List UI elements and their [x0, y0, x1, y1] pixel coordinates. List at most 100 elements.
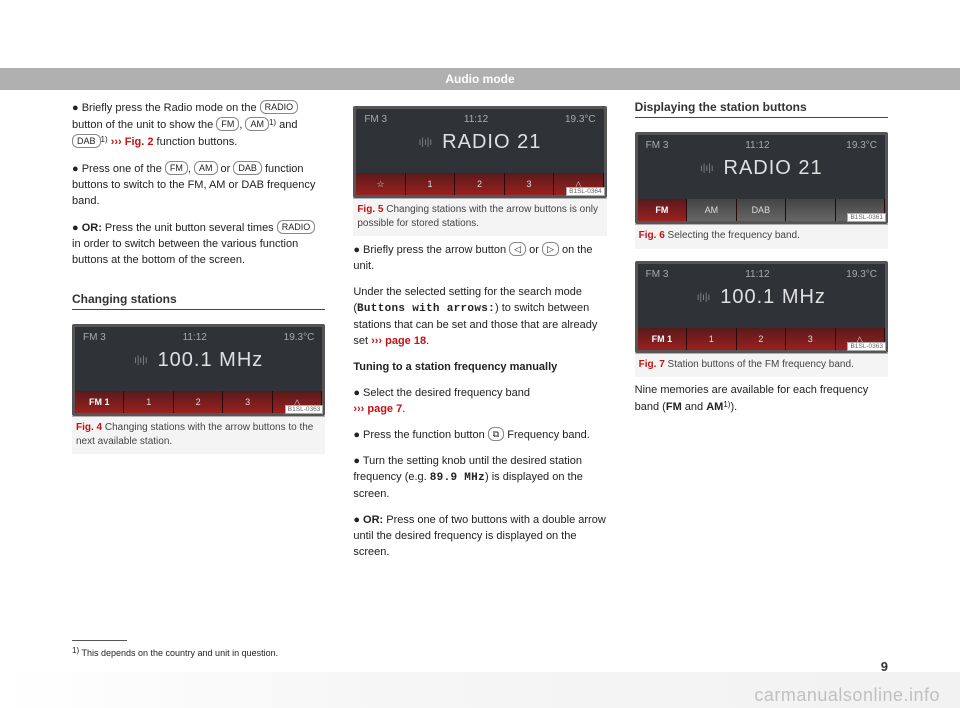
footnote-sup: 1) — [72, 646, 79, 655]
band-label: FM 3 — [646, 269, 669, 280]
link: ››› page 7 — [353, 403, 402, 415]
text: Press the function button — [363, 429, 488, 441]
text: and — [276, 119, 297, 131]
radio-btn: 2 — [737, 328, 786, 350]
section-title-displaying-buttons: Displaying the station buttons — [635, 100, 888, 118]
radio-btn — [786, 199, 835, 221]
para: OR: Press the unit button several times … — [72, 220, 325, 269]
text: Select the desired frequency band — [363, 387, 530, 399]
radio-btn: 1 — [687, 328, 736, 350]
radio-screen: FM 3 11:12 19.3°C ı|ı|ıRADIO 21 FM AM DA… — [635, 132, 888, 224]
fm-pill: FM — [216, 117, 239, 131]
column-2: FM 3 11:12 19.3°C ı|ı|ıRADIO 21 ☆ 1 2 3 … — [353, 100, 606, 658]
radio-btn: ☆ — [356, 173, 405, 195]
band-label: FM 3 — [83, 332, 106, 343]
text: Press one of the — [82, 163, 165, 175]
heading: Tuning to a station frequency manually — [353, 360, 606, 376]
signal-icon: ı|ı|ı — [134, 355, 148, 366]
signal-icon: ı|ı|ı — [697, 292, 711, 303]
radio-btn: 2 — [455, 173, 504, 195]
fig-caption-area: B1SL-0364 Fig. 5 Changing stations with … — [353, 198, 606, 236]
radio-btn: 1 — [406, 173, 455, 195]
radio-screen: FM 3 11:12 19.3°C ı|ı|ı100.1 MHz FM 1 1 … — [72, 324, 325, 416]
para: Briefly press the Radio mode on the RADI… — [72, 100, 325, 151]
radio-btn: DAB — [737, 199, 786, 221]
para: Press the function button ⧉ Frequency ba… — [353, 427, 606, 444]
freq: 100.1 MHz — [158, 349, 264, 372]
radio-main: ı|ı|ı RADIO 21 — [356, 131, 603, 154]
fig-caption-text: Station buttons of the FM frequency band… — [665, 359, 854, 370]
fig-caption-text: Changing stations with the arrow buttons… — [76, 422, 313, 447]
section-title-changing-stations: Changing stations — [72, 292, 325, 310]
dab-pill: DAB — [72, 134, 101, 148]
figure-6: FM 3 11:12 19.3°C ı|ı|ıRADIO 21 FM AM DA… — [635, 132, 888, 249]
radio-pill: RADIO — [260, 100, 299, 114]
clock: 11:12 — [745, 269, 769, 280]
fig-caption-text: Selecting the frequency band. — [665, 230, 800, 241]
fig-label: Fig. 5 — [357, 204, 383, 215]
clock: 11:12 — [464, 114, 488, 125]
text: FM — [666, 401, 682, 413]
link: ››› page 18 — [371, 335, 426, 347]
para: Under the selected setting for the searc… — [353, 285, 606, 350]
footnote: 1) This depends on the country and unit … — [72, 646, 325, 658]
footnote-text: This depends on the country and unit in … — [81, 648, 278, 658]
fig-caption: Fig. 5 Changing stations with the arrow … — [353, 199, 606, 236]
mono: 89.9 MHz — [430, 472, 485, 484]
radio-btn: FM 1 — [75, 391, 124, 413]
text: . — [402, 403, 405, 415]
text: or — [526, 244, 542, 256]
fig-code: B1SL-0364 — [566, 187, 605, 196]
temperature: 19.3°C — [284, 332, 315, 343]
text: and — [682, 401, 706, 413]
text: Frequency band. — [504, 429, 590, 441]
signal-icon: ı|ı|ı — [419, 137, 433, 148]
footnote-divider — [72, 640, 127, 641]
page-header: Audio mode — [0, 68, 960, 90]
signal-icon: ı|ı|ı — [700, 163, 714, 174]
fm-pill: FM — [165, 161, 188, 175]
para: Select the desired frequency band ››› pa… — [353, 386, 606, 418]
radio-btn: 1 — [124, 391, 173, 413]
para: OR: Press one of two buttons with a doub… — [353, 513, 606, 561]
fig-caption-area: B1SL-0363 Fig. 4 Changing stations with … — [72, 416, 325, 454]
radio-status-bar: FM 3 11:12 19.3°C — [75, 327, 322, 343]
radio-main: ı|ı|ı 100.1 MHz — [638, 286, 885, 309]
para: Briefly press the arrow button ◁ or ▷ on… — [353, 242, 606, 275]
fig-code: B1SL-0363 — [847, 342, 886, 351]
fig-caption-text: Changing stations with the arrow buttons… — [357, 204, 598, 229]
text: AM — [706, 401, 723, 413]
fig-label: Fig. 6 — [639, 230, 665, 241]
content-columns: Briefly press the Radio mode on the RADI… — [72, 100, 888, 658]
temperature: 19.3°C — [846, 140, 877, 151]
radio-btn: 3 — [786, 328, 835, 350]
para: Press one of the FM, AM or DAB function … — [72, 161, 325, 210]
fig-caption: Fig. 7 Station buttons of the FM frequen… — [635, 354, 888, 378]
station: RADIO 21 — [724, 157, 823, 180]
para: Turn the setting knob until the desired … — [353, 454, 606, 503]
am-pill: AM — [194, 161, 218, 175]
radio-screen: FM 3 11:12 19.3°C ı|ı|ıRADIO 21 ☆ 1 2 3 … — [353, 106, 606, 198]
radio-btn: 3 — [223, 391, 272, 413]
text: ). — [730, 401, 737, 413]
fig-code: B1SL-0361 — [847, 213, 886, 222]
text: OR: — [363, 514, 383, 526]
dab-pill: DAB — [233, 161, 262, 175]
radio-main: ı|ı|ı RADIO 21 — [638, 157, 885, 180]
text: in order to switch between the various f… — [72, 238, 298, 266]
fig-caption: Fig. 4 Changing stations with the arrow … — [72, 417, 325, 454]
left-arrow-pill: ◁ — [509, 242, 526, 256]
text: . — [426, 335, 429, 347]
text: function buttons. — [153, 136, 237, 148]
sup: 1) — [101, 135, 108, 144]
fig-caption: Fig. 6 Selecting the frequency band. — [635, 225, 888, 249]
fig-caption-area: B1SL-0361 Fig. 6 Selecting the frequency… — [635, 224, 888, 249]
station: RADIO 21 — [442, 131, 541, 154]
clock: 11:12 — [183, 332, 207, 343]
radio-btn: 3 — [505, 173, 554, 195]
mono: Buttons with arrows: — [357, 303, 495, 315]
radio-status-bar: FM 3 11:12 19.3°C — [356, 109, 603, 125]
column-3: Displaying the station buttons FM 3 11:1… — [635, 100, 888, 658]
freq: 100.1 MHz — [720, 286, 826, 309]
band-label: FM 3 — [646, 140, 669, 151]
